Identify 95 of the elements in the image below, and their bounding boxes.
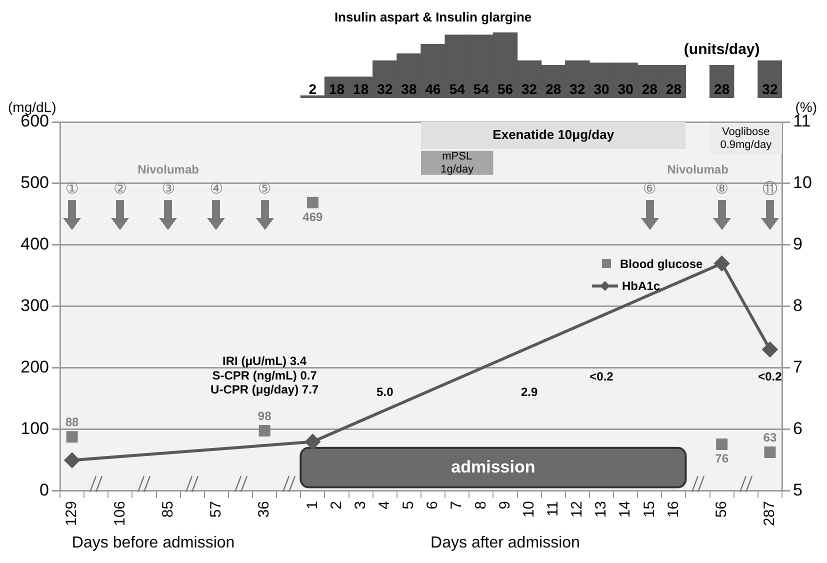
annotation: ⑧ xyxy=(715,180,729,198)
annotation: S-CPR (ng/mL) 0.7 xyxy=(212,368,318,382)
band-label: admission xyxy=(451,457,536,476)
point xyxy=(258,424,270,436)
y2-tick-label: 10 xyxy=(793,173,812,192)
point xyxy=(66,431,78,443)
x-tick-label: 9 xyxy=(496,500,514,510)
x-tick-label: 1 xyxy=(304,500,321,510)
data-label: 63 xyxy=(763,430,777,445)
data-label: 32 xyxy=(762,80,778,97)
chart-title: Insulin aspart & Insulin glargine xyxy=(334,10,532,25)
annotation: Nivolumab xyxy=(667,162,728,176)
x-axis-title: Days after admission xyxy=(430,534,580,552)
data-label: 30 xyxy=(594,80,610,97)
legend-label: HbA1c xyxy=(622,278,660,293)
band-label: mPSL 1g/day xyxy=(440,150,474,176)
data-label: 76 xyxy=(715,452,729,466)
annotation: <0.2 xyxy=(590,370,614,384)
data-label: 28 xyxy=(666,80,682,97)
point xyxy=(764,446,776,458)
point xyxy=(305,434,320,450)
data-label: 88 xyxy=(65,415,80,430)
annotation: Nivolumab xyxy=(138,162,199,176)
data-label: 28 xyxy=(546,80,562,97)
band-label: Voglibose 0.9mg/day xyxy=(720,126,772,152)
y-tick-label: 200 xyxy=(20,358,49,377)
data-label: 46 xyxy=(425,80,442,97)
annotation: U-CPR (μg/day) 7.7 xyxy=(210,382,319,396)
y-tick-label: 300 xyxy=(20,296,49,316)
x-tick-label: 5 xyxy=(400,500,418,510)
y-tick-label: 400 xyxy=(20,234,49,254)
annotation: ⑥ xyxy=(642,180,656,198)
point xyxy=(64,452,80,468)
x-tick-label: 7 xyxy=(448,500,466,510)
x-tick-label: 57 xyxy=(208,500,225,518)
x-tick-label: 10 xyxy=(520,500,538,518)
data-label: 469 xyxy=(302,210,324,224)
y2-tick-label: 6 xyxy=(793,419,802,438)
annotation: 2.9 xyxy=(520,384,538,399)
x-tick-label: 11 xyxy=(544,500,562,517)
band-label: Exenatide 10μg/day xyxy=(492,127,615,142)
data-label: 32 xyxy=(377,80,393,97)
y-axis-title: (units/day) xyxy=(684,41,760,58)
x-tick-label: 106 xyxy=(111,500,128,526)
annotation: IRI (μU/mL) 3.4 xyxy=(222,354,307,368)
y-tick-label: 500 xyxy=(20,173,49,192)
data-label: 30 xyxy=(618,80,634,97)
bar xyxy=(758,60,782,98)
point xyxy=(306,196,318,208)
annotation: ⑤ xyxy=(258,180,272,198)
y-tick-label: 0 xyxy=(40,480,49,500)
x-tick-label: 2 xyxy=(328,500,345,510)
x-tick-label: 12 xyxy=(568,500,586,518)
x-tick-label: 13 xyxy=(592,500,610,518)
x-tick-label: 56 xyxy=(712,500,730,518)
data-label: 2 xyxy=(308,80,317,97)
data-label: 18 xyxy=(328,80,345,97)
data-label: 54 xyxy=(473,80,490,97)
x-tick-label: 8 xyxy=(472,500,490,510)
annotation: ① xyxy=(65,180,79,198)
annotation: <0.2 xyxy=(758,370,782,384)
annotation: ④ xyxy=(210,180,224,198)
legend-label: Blood glucose xyxy=(620,256,703,271)
y2-tick-label: 8 xyxy=(793,296,802,316)
data-label: 28 xyxy=(642,80,658,97)
x-tick-label: 36 xyxy=(256,500,273,518)
x-tick-label: 14 xyxy=(616,500,634,518)
data-label: 32 xyxy=(522,80,538,97)
x-tick-label: 3 xyxy=(352,500,369,510)
x-tick-label: 16 xyxy=(664,500,682,518)
annotation: ③ xyxy=(162,180,176,198)
data-label: 18 xyxy=(353,80,369,97)
x-tick-label: 129 xyxy=(63,500,80,526)
data-label: 32 xyxy=(570,80,586,97)
x-tick-label: 4 xyxy=(376,500,394,510)
y2-tick-label: 9 xyxy=(793,234,802,254)
x-tick-label: 287 xyxy=(761,500,778,526)
y-tick-label: 100 xyxy=(20,419,49,438)
data-label: 98 xyxy=(258,409,272,424)
x-tick-label: 85 xyxy=(159,500,176,518)
text: Days before admission xyxy=(72,534,235,552)
data-label: 38 xyxy=(401,80,417,97)
y2-tick-label: 7 xyxy=(793,358,802,377)
annotation: ② xyxy=(113,180,127,198)
y2-axis-title: (%) xyxy=(795,98,817,115)
data-label: 54 xyxy=(449,80,466,97)
x-tick-label: 6 xyxy=(424,500,442,510)
x-tick-label: 15 xyxy=(640,500,658,518)
data-label: 28 xyxy=(714,80,730,97)
point xyxy=(762,342,778,358)
data-label: 56 xyxy=(497,80,514,97)
annotation: ⑪ xyxy=(762,180,778,198)
annotation: 5.0 xyxy=(376,384,394,399)
point xyxy=(714,256,730,271)
point xyxy=(716,438,728,450)
